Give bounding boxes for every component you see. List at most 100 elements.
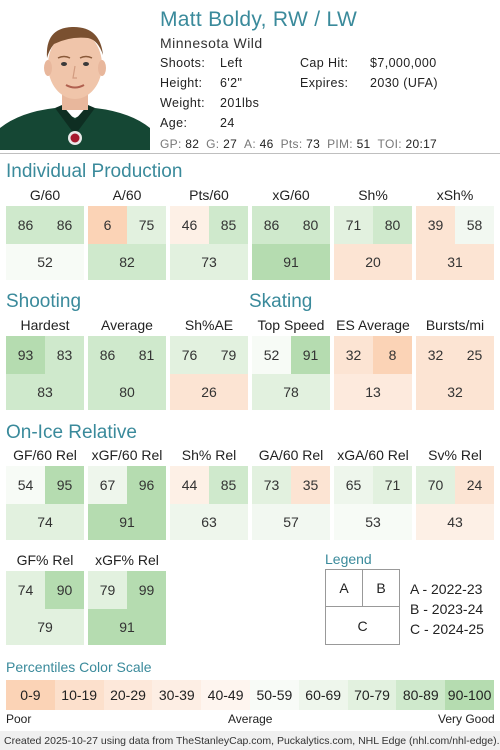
metric-2024-25-pts60: 73 [170, 244, 248, 280]
legend-box-a: A [325, 569, 363, 607]
cap-hit-label: Cap Hit: [300, 56, 349, 70]
stat-label: A: [244, 137, 256, 151]
metric-label-xgf60: xGF/60 Rel [91, 447, 163, 463]
scale-label-very-good: Very Good [438, 712, 495, 726]
metric-label-ga60: GA/60 Rel [258, 447, 324, 463]
stat-label: G: [206, 137, 220, 151]
stat-value: 20:17 [405, 137, 438, 151]
expires-label: Expires: [300, 76, 349, 90]
metric-2024-25-hardest: 83 [6, 374, 84, 410]
metric-2024-25-xga60: 53 [334, 504, 412, 540]
scale-label-poor: Poor [6, 712, 32, 726]
legend-title: Legend [325, 551, 372, 567]
metric-2024-25-shpae: 26 [170, 374, 248, 410]
scale-bin: 0-9 [6, 680, 55, 710]
metric-label-xga60: xGA/60 Rel [337, 447, 409, 463]
metric-2022-23-a60: 6 [88, 206, 127, 244]
shoots-value: Left [220, 56, 243, 70]
metric-2022-23-shp: 71 [334, 206, 373, 244]
metric-2023-24-shpae: 79 [209, 336, 248, 374]
section-title-skating: Skating [249, 291, 313, 312]
metric-2022-23-xg60: 86 [252, 206, 291, 244]
stat-value: 73 [306, 137, 321, 151]
metric-label-shrel: Sh% Rel [181, 447, 237, 463]
metric-2022-23-hardest: 93 [6, 336, 45, 374]
metric-2024-25-ga60: 57 [252, 504, 330, 540]
stat-value: 51 [356, 137, 371, 151]
metric-2022-23-xgf60: 67 [88, 466, 127, 504]
legend-text-c: C - 2024-25 [410, 621, 484, 637]
metric-2024-25-g60: 52 [6, 244, 84, 280]
metric-2023-24-average: 81 [127, 336, 166, 374]
stat-label: TOI: [377, 137, 402, 151]
metric-2023-24-xgf60: 96 [127, 466, 166, 504]
metric-2023-24-svrel: 24 [455, 466, 494, 504]
player-header: Matt Boldy, RW / LW Minnesota Wild Shoot… [0, 0, 500, 158]
expires-value: 2030 (UFA) [370, 76, 438, 90]
metric-2024-25-gf60: 74 [6, 504, 84, 540]
scale-bin: 10-19 [54, 680, 104, 710]
metric-2022-23-g60: 86 [6, 206, 45, 244]
metric-2022-23-svrel: 70 [416, 466, 455, 504]
metric-2024-25-xg60: 91 [252, 244, 330, 280]
scale-bin: 50-59 [250, 680, 299, 710]
metric-label-shpae: Sh%AE [184, 317, 234, 333]
metric-2024-25-shp: 20 [334, 244, 412, 280]
metric-2023-24-shrel: 85 [209, 466, 248, 504]
metric-2023-24-shp: 80 [373, 206, 412, 244]
metric-2023-24-gfpct: 90 [45, 571, 84, 609]
metric-2023-24-xgfpct: 99 [127, 571, 166, 609]
height-label: Height: [160, 76, 203, 90]
metric-2024-25-esavg: 13 [334, 374, 412, 410]
scale-bin: 90-100 [445, 680, 494, 710]
metric-2022-23-pts60: 46 [170, 206, 209, 244]
metric-2023-24-xg60: 80 [291, 206, 330, 244]
metric-2024-25-a60: 82 [88, 244, 166, 280]
metric-2023-24-ga60: 35 [291, 466, 330, 504]
metric-2023-24-hardest: 83 [45, 336, 84, 374]
weight-label: Weight: [160, 96, 205, 110]
section-title-onice: On-Ice Relative [6, 422, 137, 443]
scale-bin: 30-39 [152, 680, 202, 710]
scale-bin: 20-29 [103, 680, 153, 710]
metric-2023-24-g60: 86 [45, 206, 84, 244]
season-statline: GP: 82 G: 27 A: 46 Pts: 73 PIM: 51 TOI: 20:17 [160, 137, 444, 151]
scale-label-average: Average [228, 712, 273, 726]
metric-2024-25-topspeed: 78 [252, 374, 330, 410]
footer-credits: Created 2025-10-27 using data from TheSt… [4, 735, 500, 747]
metric-2023-24-a60: 75 [127, 206, 166, 244]
metric-2023-24-esavg: 8 [373, 336, 412, 374]
stat-label: Pts: [280, 137, 303, 151]
metric-2024-25-xgf60: 91 [88, 504, 166, 540]
metric-2022-23-xshp: 39 [416, 206, 455, 244]
metric-2024-25-xshp: 31 [416, 244, 494, 280]
metric-label-pts60: Pts/60 [189, 187, 229, 203]
height-value: 6'2" [220, 76, 243, 90]
footer-bar [0, 731, 500, 750]
metric-label-g60: G/60 [29, 187, 61, 203]
team-name: Minnesota Wild [160, 35, 263, 51]
metric-label-gfpct: GF% Rel [16, 552, 74, 568]
metric-2023-24-bursts: 25 [455, 336, 494, 374]
metric-2023-24-pts60: 85 [209, 206, 248, 244]
section-title-production: Individual Production [6, 161, 183, 182]
metric-label-hardest: Hardest [20, 317, 70, 333]
metric-label-esavg: ES Average [336, 317, 410, 333]
metric-2024-25-svrel: 43 [416, 504, 494, 540]
scale-bin: 70-79 [347, 680, 397, 710]
section-title-shooting: Shooting [6, 291, 82, 312]
metric-2023-24-gf60: 95 [45, 466, 84, 504]
shoots-label: Shoots: [160, 56, 206, 70]
metric-2022-23-xga60: 65 [334, 466, 373, 504]
metric-label-bursts: Bursts/mi [425, 317, 485, 333]
metric-2022-23-gf60: 54 [6, 466, 45, 504]
metric-label-xg60: xG/60 [272, 187, 310, 203]
metric-label-xgfpct: xGF% Rel [95, 552, 159, 568]
metric-2022-23-bursts: 32 [416, 336, 455, 374]
metric-2024-25-xgfpct: 91 [88, 609, 166, 645]
stat-value: 46 [259, 137, 274, 151]
metric-label-a60: A/60 [112, 187, 142, 203]
player-headshot [0, 0, 150, 150]
legend-box-b: B [362, 569, 400, 607]
scale-title: Percentiles Color Scale [6, 659, 152, 675]
